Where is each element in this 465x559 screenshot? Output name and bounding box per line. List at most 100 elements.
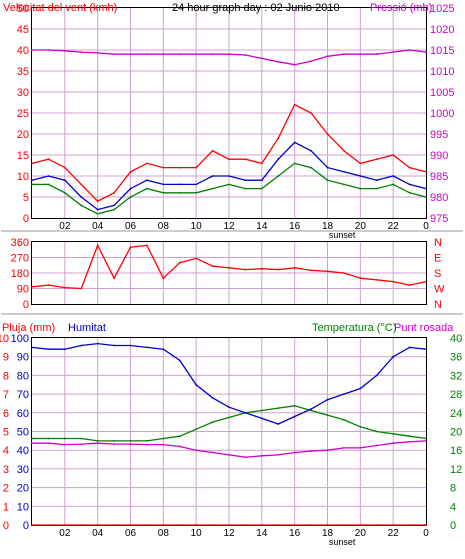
gust-line-point bbox=[326, 133, 329, 135]
humidity-line-point bbox=[392, 355, 395, 358]
humidity-tick-label: 60 bbox=[17, 408, 29, 420]
rain-line-point bbox=[63, 524, 66, 526]
rain-line-point bbox=[408, 524, 411, 526]
wind-average-line-point bbox=[63, 179, 66, 182]
temperature-tick-label: 32 bbox=[450, 370, 462, 382]
humidity-tick-label: 0 bbox=[23, 520, 29, 532]
rain-tick-label: 2 bbox=[3, 483, 9, 495]
rain-line-point bbox=[375, 524, 378, 526]
temperature-tick-label: 20 bbox=[450, 427, 462, 439]
dewpoint-line-point bbox=[310, 450, 312, 453]
wind-green-line-point bbox=[129, 196, 132, 198]
dewpoint-line-point bbox=[162, 443, 165, 446]
wind-direction-line-point bbox=[96, 244, 99, 247]
wind-green-line-point bbox=[359, 187, 362, 190]
pressure-line-point bbox=[129, 53, 132, 56]
wind-direction-line-point bbox=[244, 268, 247, 271]
gust-line-point bbox=[425, 170, 427, 173]
dewpoint-line-point bbox=[211, 451, 214, 454]
rain-line-point bbox=[392, 524, 395, 526]
pressure-tick-label: 1015 bbox=[430, 45, 454, 57]
gust-line-point bbox=[260, 162, 263, 165]
gust-line-point bbox=[47, 158, 50, 161]
rain-tick-label: 1 bbox=[3, 501, 9, 513]
rain-line-point bbox=[326, 524, 329, 526]
wind-speed-tick-label: 0 bbox=[23, 213, 29, 225]
dewpoint-line-point bbox=[228, 453, 230, 456]
wind-green-line-point bbox=[47, 183, 50, 186]
humidity-line-point bbox=[244, 411, 247, 414]
humidity-line-point bbox=[408, 346, 411, 349]
wind-green-line-point bbox=[211, 187, 214, 190]
x-tick-label: 06 bbox=[125, 221, 137, 232]
humidity-line-point bbox=[178, 359, 181, 362]
gust-line-point bbox=[178, 166, 181, 169]
gust-line-point bbox=[375, 158, 378, 161]
temperature-line-point bbox=[63, 437, 66, 440]
pressure-line-point bbox=[195, 53, 198, 56]
wind-average-line-point bbox=[47, 175, 50, 177]
dewpoint-line-point bbox=[277, 453, 280, 456]
wind-speed-axis-title: Velocitat del vent (kmh) bbox=[3, 2, 117, 14]
x-tick-label: 16 bbox=[289, 221, 301, 232]
temperature-tick-label: 8 bbox=[450, 483, 456, 495]
compass-label: W bbox=[434, 284, 445, 296]
wind-average-line-point bbox=[277, 158, 280, 161]
direction-tick-label: 270 bbox=[11, 253, 29, 265]
wind-green-line-point bbox=[392, 183, 395, 186]
pressure-line-point bbox=[277, 60, 280, 63]
temperature-line-point bbox=[162, 437, 165, 440]
x-tick-label: 16 bbox=[289, 528, 301, 539]
x-tick-label: 0 bbox=[423, 528, 429, 539]
dewpoint-line-point bbox=[113, 443, 115, 446]
rain-axis-title: Pluja (mm) bbox=[2, 322, 55, 334]
dewpoint-line-point bbox=[425, 439, 427, 442]
x-tick-label: 08 bbox=[158, 221, 170, 232]
rain-line-point bbox=[178, 524, 181, 526]
temperature-tick-label: 0 bbox=[450, 520, 456, 532]
chart-title: 24 hour graph day : 02 Junio 2010 bbox=[172, 2, 340, 14]
rain-line-point bbox=[146, 524, 148, 526]
gust-line-point bbox=[211, 149, 214, 152]
x-tick-label: 02 bbox=[59, 528, 71, 539]
temperature-line-point bbox=[392, 432, 395, 435]
gust-line-point bbox=[392, 154, 395, 156]
temperature-line-point bbox=[47, 437, 50, 440]
wind-average-line-point bbox=[228, 175, 230, 177]
humidity-line-point bbox=[211, 396, 214, 399]
dewpoint-line-point bbox=[293, 451, 296, 454]
wind-average-line-point bbox=[326, 166, 329, 169]
temperature-line-point bbox=[326, 414, 329, 417]
wind-average-line-point bbox=[359, 175, 362, 177]
rain-tick-label: 3 bbox=[3, 464, 9, 476]
x-tick-label: 10 bbox=[191, 528, 203, 539]
wind-green-line-point bbox=[178, 191, 181, 194]
wind-speed-tick-label: 35 bbox=[17, 66, 29, 78]
rain-tick-label: 9 bbox=[3, 352, 9, 364]
dewpoint-line-point bbox=[47, 442, 50, 445]
direction-tick-label: 90 bbox=[17, 284, 29, 296]
wind-average-line-point bbox=[146, 179, 148, 182]
rain-tick-label: 10 bbox=[0, 333, 9, 345]
humidity-tick-label: 40 bbox=[17, 445, 29, 457]
x-tick-label: 18 bbox=[322, 221, 334, 232]
rain-line-point bbox=[277, 524, 280, 526]
x-tick-label: 04 bbox=[92, 528, 104, 539]
gust-line-point bbox=[162, 166, 165, 169]
x-tick-label: 20 bbox=[355, 221, 367, 232]
rain-tick-label: 0 bbox=[3, 520, 9, 532]
dewpoint-axis-title: Punt rosada bbox=[394, 322, 454, 334]
temperature-line-point bbox=[113, 439, 115, 442]
direction-tick-label: 360 bbox=[11, 237, 29, 249]
pressure-line-point bbox=[310, 60, 312, 63]
wind-average-line-point bbox=[211, 175, 214, 177]
x-tick-label: 10 bbox=[191, 221, 203, 232]
rain-line-point bbox=[425, 524, 427, 526]
wind-green-line-point bbox=[31, 183, 33, 186]
temperature-line-point bbox=[146, 439, 148, 442]
pressure-tick-label: 985 bbox=[430, 171, 448, 183]
wind-average-line-point bbox=[425, 187, 427, 190]
rain-line-point bbox=[162, 524, 165, 526]
wind-direction-line-point bbox=[277, 268, 280, 271]
pressure-line-point bbox=[326, 55, 329, 58]
